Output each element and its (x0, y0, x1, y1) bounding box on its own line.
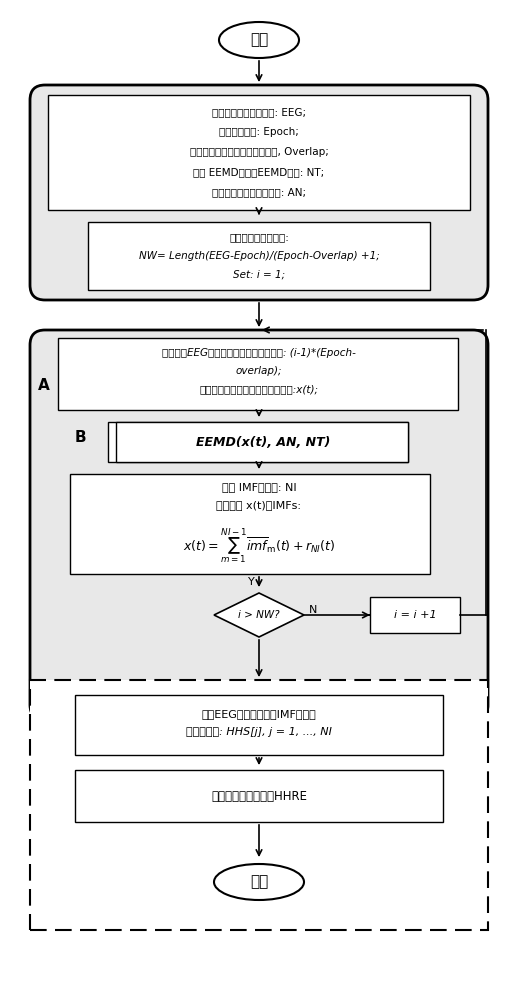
Text: 得到信号 x(t)的IMFs:: 得到信号 x(t)的IMFs: (217, 500, 301, 510)
Ellipse shape (214, 864, 304, 900)
Text: 计算原来EEG数据截取当前窗口的偏移量: (i-1)*(Epoch-: 计算原来EEG数据截取当前窗口的偏移量: (i-1)*(Epoch- (162, 348, 356, 358)
Text: 得到待处理的脑电信号: EEG;: 得到待处理的脑电信号: EEG; (212, 107, 306, 117)
Bar (70, 474, 430, 574)
Text: 设置窗口大小: Epoch;: 设置窗口大小: Epoch; (219, 127, 299, 137)
Text: B: B (74, 430, 86, 444)
Text: N: N (309, 605, 318, 615)
Ellipse shape (219, 22, 299, 58)
Text: $x(t) = \sum_{m=1}^{NI-1} \overline{imf}_{\mathrm{m}}(t) + r_{NI}(t)$: $x(t) = \sum_{m=1}^{NI-1} \overline{imf}… (183, 526, 335, 566)
Text: 得到 IMF的数目: NI: 得到 IMF的数目: NI (222, 482, 296, 492)
Text: 准备在时间序列上的当前窗口信号:x(t);: 准备在时间序列上的当前窗口信号:x(t); (199, 384, 319, 394)
Text: EEMD(x(t), AN, NT): EEMD(x(t), AN, NT) (196, 436, 330, 448)
Bar (48, 95, 470, 210)
Text: 设置两个相邻窗口大小的重合率, Overlap;: 设置两个相邻窗口大小的重合率, Overlap; (190, 147, 328, 157)
Text: NW= Length(EEG-Epoch)/(Epoch-Overlap) +1;: NW= Length(EEG-Epoch)/(Epoch-Overlap) +1… (139, 251, 379, 261)
Text: Set: i = 1;: Set: i = 1; (233, 270, 285, 280)
Bar (58, 338, 458, 410)
Text: i = i +1: i = i +1 (394, 610, 436, 620)
Text: overlap);: overlap); (236, 366, 282, 376)
Bar (30, 680, 488, 930)
Bar (75, 695, 443, 755)
Text: i > NW?: i > NW? (238, 610, 280, 620)
Text: 开始: 开始 (250, 32, 268, 47)
FancyBboxPatch shape (30, 330, 488, 720)
Bar (108, 422, 408, 462)
Text: 设置添加的白噪声的幅度: AN;: 设置添加的白噪声的幅度: AN; (212, 187, 306, 197)
Text: A: A (38, 377, 50, 392)
Bar (75, 770, 443, 822)
Text: 计算华东窗口的数目:: 计算华东窗口的数目: (229, 232, 289, 242)
Text: 伯特黄变换: HHS[j], j = 1, ..., NI: 伯特黄变换: HHS[j], j = 1, ..., NI (186, 727, 332, 737)
Bar (116, 422, 408, 462)
Text: 设置 EEMD算法的EEMD数目: NT;: 设置 EEMD算法的EEMD数目: NT; (193, 167, 325, 177)
Polygon shape (214, 593, 304, 637)
Text: Y: Y (248, 577, 254, 587)
Text: 计算希尔伯特黄谱熵HHRE: 计算希尔伯特黄谱熵HHRE (211, 790, 307, 802)
Bar (370, 597, 460, 633)
FancyBboxPatch shape (30, 85, 488, 300)
Text: 结束: 结束 (250, 874, 268, 890)
Bar (88, 222, 430, 290)
Text: 计算EEG信号数据每个IMF的希尔: 计算EEG信号数据每个IMF的希尔 (202, 709, 316, 719)
